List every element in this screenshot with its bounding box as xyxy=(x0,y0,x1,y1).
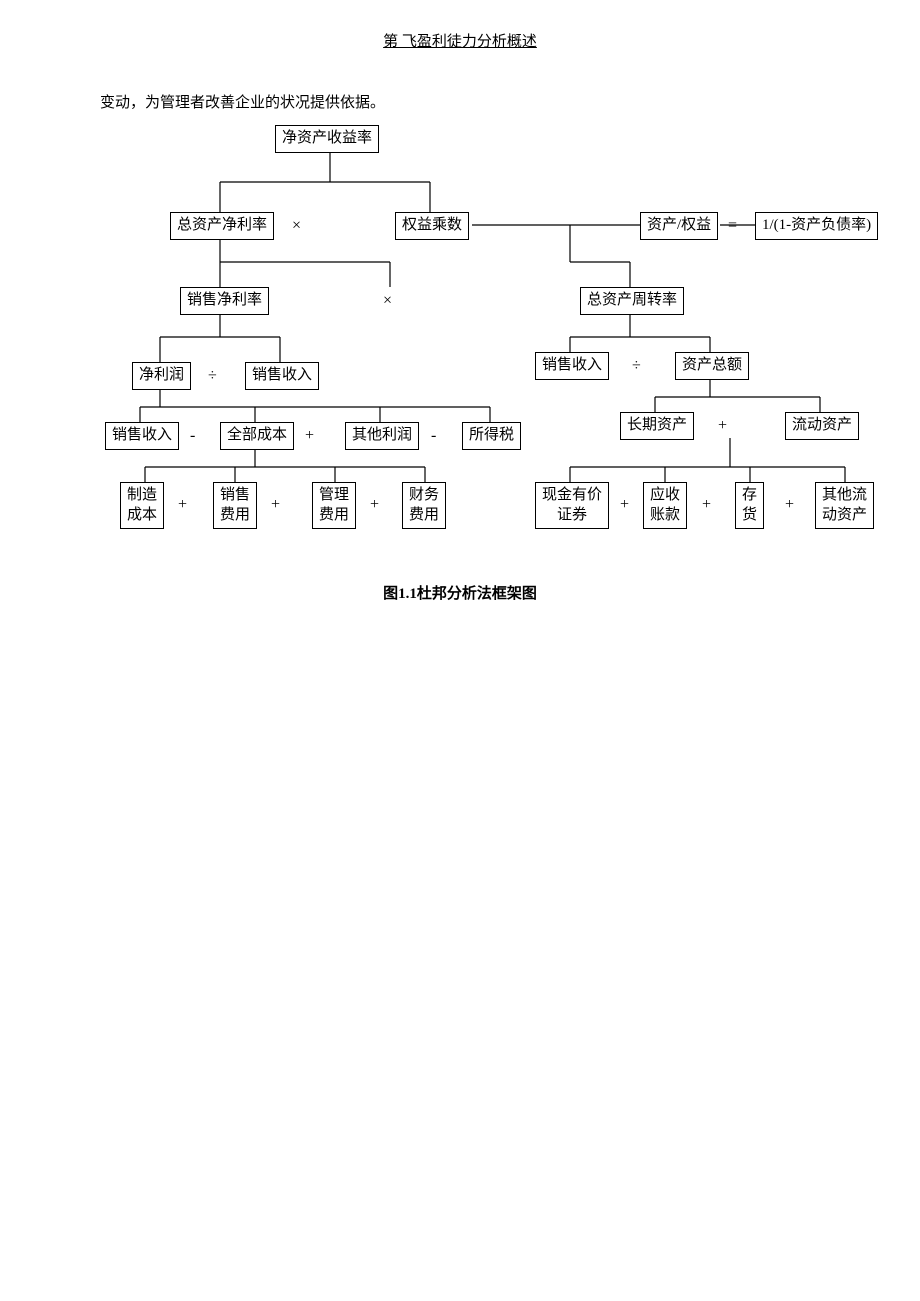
op-plus-1: + xyxy=(305,428,314,444)
body-paragraph: 变动，为管理者改善企业的状况提供依据。 xyxy=(100,91,920,112)
op-plus-5: + xyxy=(370,497,379,513)
node-manufacturing-cost: 制造 成本 xyxy=(120,482,164,529)
op-minus-1: - xyxy=(190,428,195,444)
op-plus-8: + xyxy=(785,497,794,513)
op-plus-6: + xyxy=(620,497,629,513)
op-plus-2: + xyxy=(718,418,727,434)
node-cash-securities: 现金有价 证券 xyxy=(535,482,609,529)
node-receivables: 应收 账款 xyxy=(643,482,687,529)
node-other-income: 其他利润 xyxy=(345,422,419,450)
op-multiply-2: × xyxy=(383,293,392,309)
node-current-assets: 流动资产 xyxy=(785,412,859,440)
op-plus-4: + xyxy=(271,497,280,513)
node-net-profit: 净利润 xyxy=(132,362,191,390)
op-minus-2: - xyxy=(431,428,436,444)
node-finance-expense: 财务 费用 xyxy=(402,482,446,529)
node-selling-expense: 销售 费用 xyxy=(213,482,257,529)
node-roa: 总资产净利率 xyxy=(170,212,274,240)
node-sales-revenue-2: 销售收入 xyxy=(535,352,609,380)
page: 第 飞盈利徒力分析概述 变动，为管理者改善企业的状况提供依据。 xyxy=(0,0,920,603)
node-tax: 所得税 xyxy=(462,422,521,450)
node-admin-expense: 管理 费用 xyxy=(312,482,356,529)
page-header: 第 飞盈利徒力分析概述 xyxy=(0,30,920,51)
op-equals-1: = xyxy=(728,218,737,234)
dupont-diagram: 净资产收益率 总资产净利率 × 权益乘数 资产/权益 = 1/(1-资产负债率)… xyxy=(100,122,900,552)
node-net-profit-margin: 销售净利率 xyxy=(180,287,269,315)
op-multiply-1: × xyxy=(292,218,301,234)
node-roe: 净资产收益率 xyxy=(275,125,379,153)
op-plus-7: + xyxy=(702,497,711,513)
node-total-assets: 资产总额 xyxy=(675,352,749,380)
node-equity-multiplier: 权益乘数 xyxy=(395,212,469,240)
op-divide-2: ÷ xyxy=(632,358,641,374)
figure-caption: 图1.1杜邦分析法框架图 xyxy=(0,582,920,603)
node-inventory: 存 货 xyxy=(735,482,764,529)
op-divide-1: ÷ xyxy=(208,368,217,384)
node-total-asset-turnover: 总资产周转率 xyxy=(580,287,684,315)
node-sales-revenue-3: 销售收入 xyxy=(105,422,179,450)
node-total-cost: 全部成本 xyxy=(220,422,294,450)
op-plus-3: + xyxy=(178,497,187,513)
node-long-term-assets: 长期资产 xyxy=(620,412,694,440)
node-asset-equity: 资产/权益 xyxy=(640,212,718,240)
node-sales-revenue-1: 销售收入 xyxy=(245,362,319,390)
node-other-current-assets: 其他流 动资产 xyxy=(815,482,874,529)
node-debt-ratio: 1/(1-资产负债率) xyxy=(755,212,878,240)
